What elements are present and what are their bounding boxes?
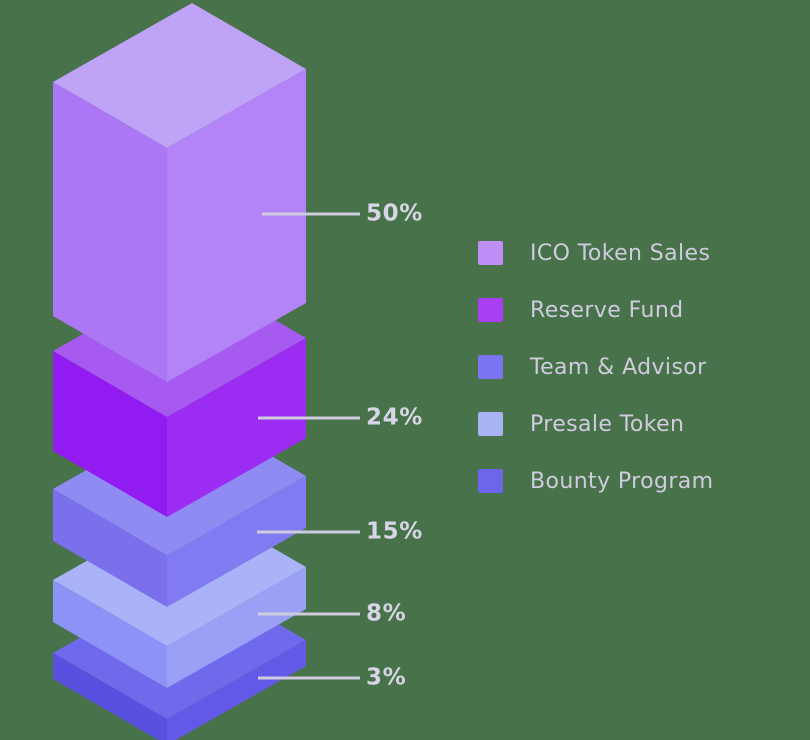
legend-label-presale-token: Presale Token — [530, 411, 685, 437]
percent-label-presale-token: 8% — [366, 600, 407, 627]
block-right-face-0 — [167, 69, 306, 382]
legend-swatch-bounty-program — [478, 469, 503, 493]
legend-label-bounty-program: Bounty Program — [530, 468, 714, 494]
percent-label-team-advisor: 15% — [366, 518, 423, 545]
legend-item-presale-token: Presale Token — [478, 411, 714, 437]
percent-label-bounty-program: 3% — [366, 664, 407, 691]
block-left-face-3 — [53, 580, 167, 688]
legend-swatch-presale-token — [478, 412, 503, 436]
block-right-face-2 — [167, 476, 306, 607]
legend: ICO Token Sales Reserve Fund Team & Advi… — [478, 241, 714, 526]
legend-label-team-advisor: Team & Advisor — [530, 354, 707, 380]
legend-item-bounty-program: Bounty Program — [478, 468, 714, 494]
legend-swatch-reserve-fund — [478, 298, 503, 322]
block-right-face-1 — [167, 338, 306, 517]
block-right-face-4 — [167, 640, 306, 740]
legend-swatch-team-advisor — [478, 355, 503, 379]
block-left-face-4 — [53, 653, 167, 740]
legend-label-reserve-fund: Reserve Fund — [530, 297, 684, 323]
legend-label-ico-token-sales: ICO Token Sales — [530, 240, 711, 266]
block-top-face-0 — [53, 3, 306, 148]
percent-label-reserve-fund: 24% — [366, 404, 423, 431]
legend-item-team-advisor: Team & Advisor — [478, 354, 714, 380]
legend-item-reserve-fund: Reserve Fund — [478, 297, 714, 323]
block-left-face-2 — [53, 489, 167, 607]
block-left-face-1 — [53, 351, 167, 517]
legend-swatch-ico-token-sales — [478, 241, 503, 265]
legend-item-ico-token-sales: ICO Token Sales — [478, 240, 714, 266]
block-left-face-0 — [53, 82, 167, 382]
percent-label-ico-token-sales: 50% — [366, 200, 423, 227]
block-right-face-3 — [167, 567, 306, 688]
